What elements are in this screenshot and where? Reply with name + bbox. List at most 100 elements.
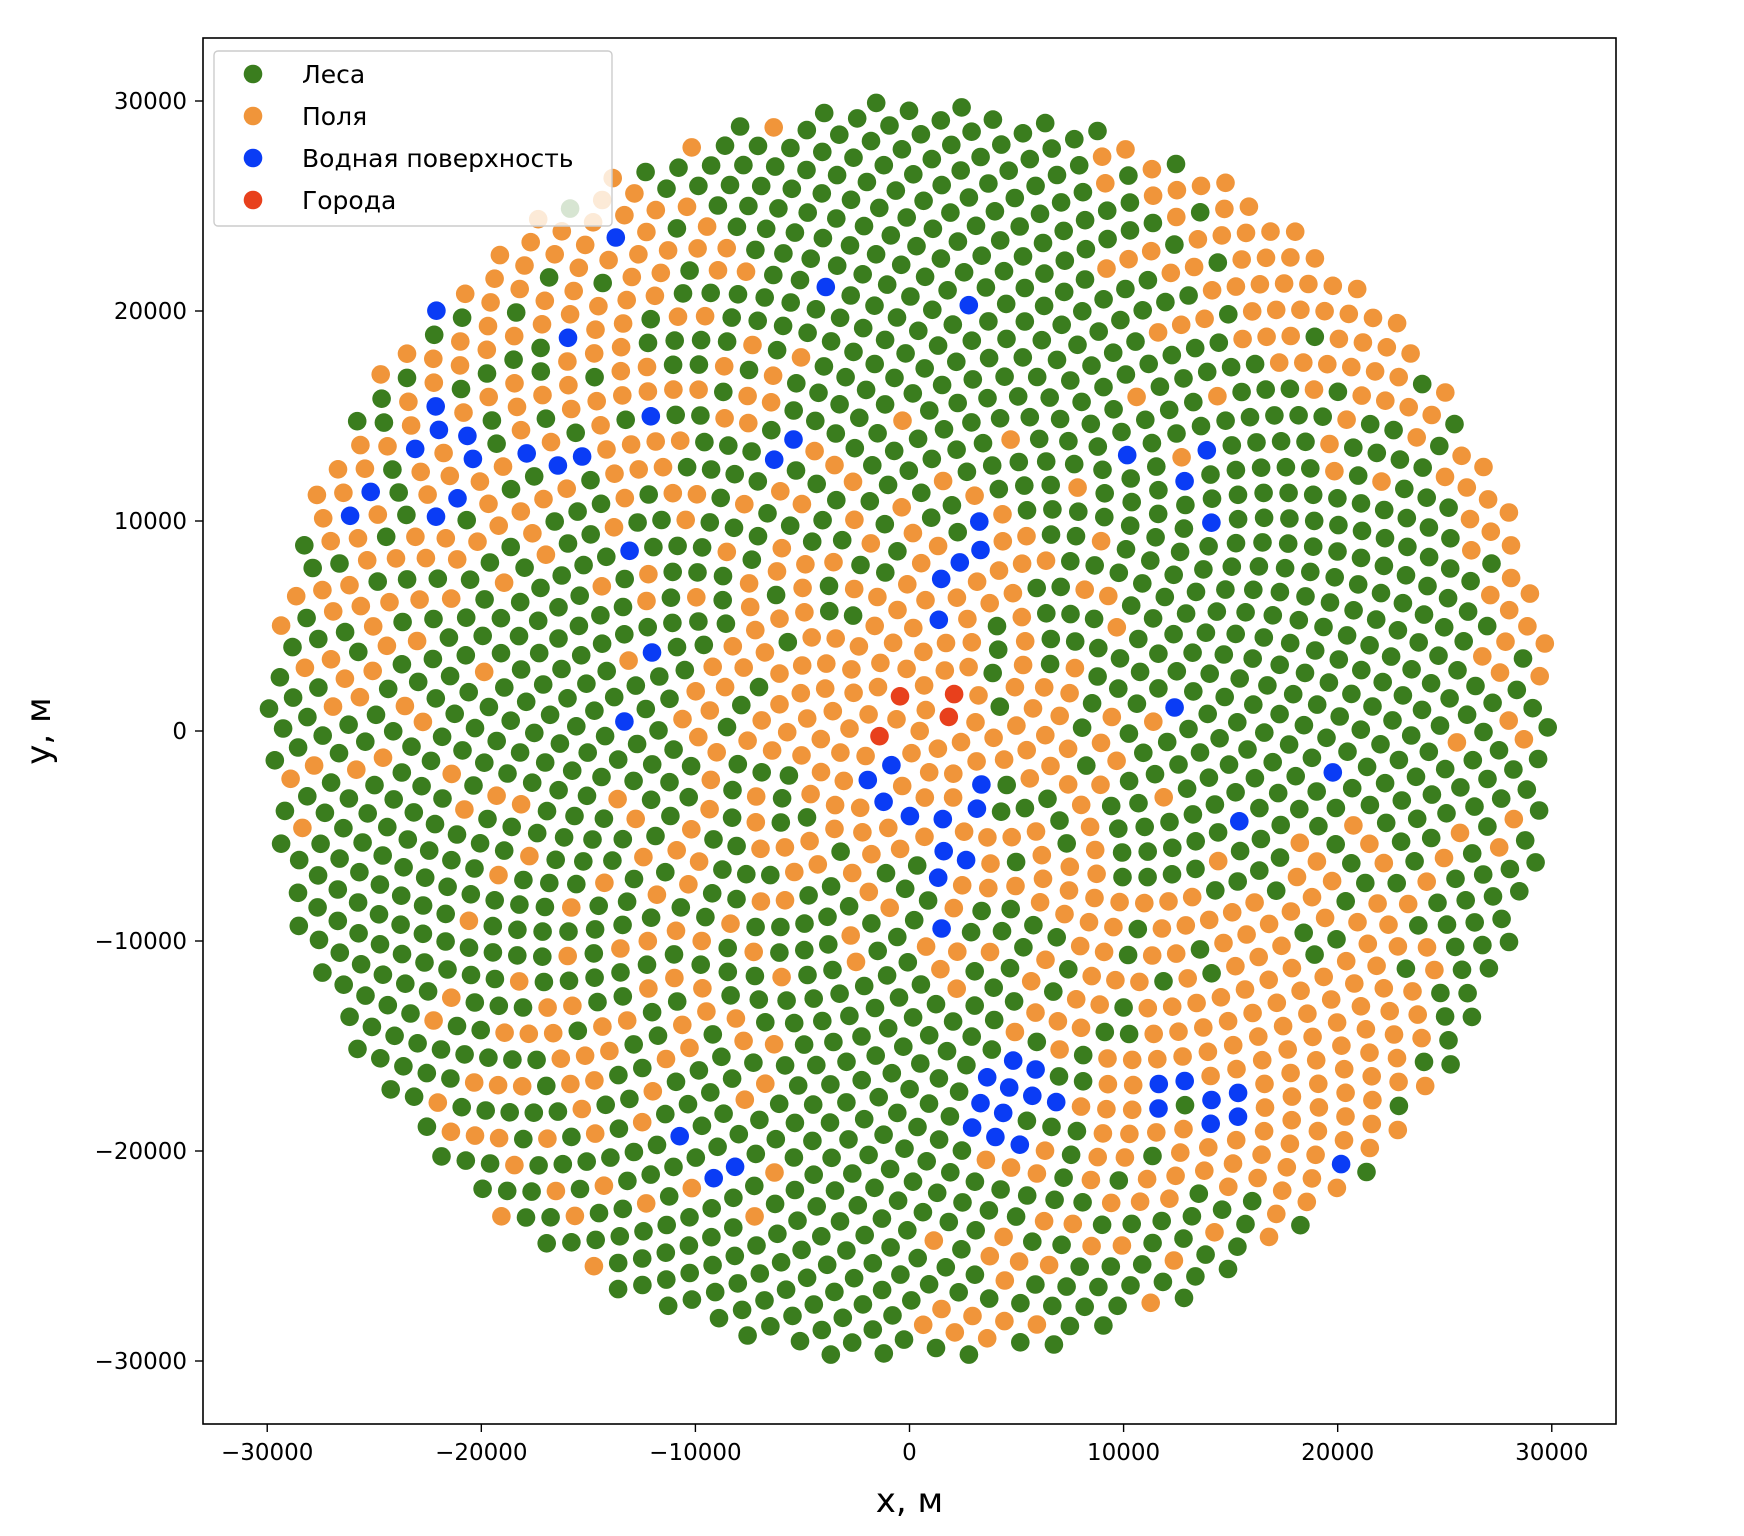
field-point: [1066, 990, 1086, 1009]
forest-point: [308, 866, 328, 885]
field-point: [1148, 323, 1168, 342]
forest-point: [1174, 1229, 1193, 1248]
forest-point: [585, 968, 604, 987]
field-point: [865, 616, 884, 636]
forest-point: [681, 756, 701, 776]
forest-point: [920, 401, 939, 420]
forest-point: [1035, 264, 1054, 283]
field-point: [1272, 936, 1291, 956]
field-point: [1171, 1143, 1190, 1162]
forest-point: [1162, 345, 1182, 365]
forest-point: [584, 944, 604, 963]
forest-point: [1392, 791, 1412, 810]
forest-point: [1218, 1259, 1238, 1279]
field-point: [505, 374, 524, 393]
forest-point: [766, 1129, 786, 1149]
forest-point: [597, 547, 616, 567]
field-point: [980, 942, 1000, 962]
water-point: [1165, 698, 1184, 717]
field-point: [735, 1090, 755, 1109]
field-point: [682, 820, 701, 839]
field-point: [1250, 275, 1270, 294]
forest-point: [328, 880, 348, 899]
forest-point: [442, 850, 461, 870]
forest-point: [1216, 580, 1235, 599]
forest-point: [1384, 420, 1403, 440]
field-point: [1141, 241, 1161, 261]
forest-point: [1483, 693, 1502, 713]
field-point: [1327, 1013, 1347, 1032]
field-point: [424, 373, 444, 393]
forest-point: [1052, 315, 1071, 335]
forest-point: [633, 1275, 652, 1295]
field-point: [348, 529, 368, 548]
water-point: [986, 1127, 1005, 1147]
forest-point: [701, 283, 720, 303]
forest-point: [773, 316, 793, 336]
forest-point: [1176, 604, 1196, 623]
field-point: [629, 460, 648, 479]
y-tick-label: −10000: [95, 929, 187, 955]
forest-point: [661, 806, 680, 826]
forest-point: [648, 1026, 668, 1045]
forest-point: [404, 803, 424, 822]
field-point: [1345, 974, 1364, 993]
forest-point: [1038, 789, 1057, 809]
forest-point: [1222, 436, 1242, 455]
city-point: [939, 707, 959, 727]
field-point: [994, 1227, 1013, 1247]
forest-point: [990, 409, 1010, 428]
forest-point: [1437, 915, 1457, 934]
forest-point: [581, 525, 600, 544]
x-axis-ticks: −30000 −20000 −10000 0 10000 20000 30000: [221, 1424, 1588, 1466]
forest-point: [1320, 593, 1340, 612]
forest-point: [1112, 422, 1131, 442]
field-point: [1252, 1145, 1271, 1164]
field-point: [1020, 769, 1040, 788]
forest-point: [527, 823, 547, 843]
field-point: [726, 1009, 746, 1028]
forest-point: [586, 1230, 605, 1250]
water-point: [977, 1068, 997, 1087]
forest-point: [826, 424, 846, 443]
forest-point: [404, 1087, 424, 1106]
field-point: [1184, 257, 1204, 277]
field-point: [523, 524, 542, 543]
forest-point: [1393, 686, 1413, 705]
forest-point: [911, 125, 931, 144]
forest-point: [413, 896, 433, 915]
field-point: [1071, 1018, 1091, 1038]
field-point: [993, 505, 1012, 524]
field-point: [697, 1002, 716, 1021]
water-point: [1201, 1114, 1220, 1134]
field-point: [1249, 1027, 1268, 1046]
forest-point: [1381, 647, 1401, 666]
water-point: [931, 569, 951, 589]
field-point: [1277, 1158, 1297, 1177]
field-point: [1094, 942, 1114, 962]
field-point: [944, 764, 963, 783]
forest-point: [1325, 568, 1344, 587]
forest-point: [548, 1102, 568, 1121]
forest-point: [1116, 279, 1135, 299]
forest-point: [1054, 282, 1074, 302]
forest-point: [798, 965, 817, 985]
forest-point: [1342, 854, 1361, 873]
forest-point: [717, 332, 737, 351]
field-point: [637, 222, 656, 242]
water-point: [704, 1168, 723, 1188]
field-point: [850, 798, 870, 818]
field-point: [1259, 970, 1278, 990]
field-point: [1080, 817, 1100, 837]
forest-point: [911, 1054, 930, 1073]
forest-point: [1307, 782, 1326, 801]
field-point: [1299, 274, 1318, 294]
forest-point: [911, 975, 931, 994]
forest-point: [1413, 458, 1432, 477]
forest-point: [1132, 1255, 1152, 1274]
field-point: [1039, 1255, 1059, 1275]
forest-point: [559, 922, 578, 941]
forest-point: [658, 1296, 678, 1316]
forest-point: [664, 740, 683, 759]
forest-point: [1072, 718, 1092, 737]
